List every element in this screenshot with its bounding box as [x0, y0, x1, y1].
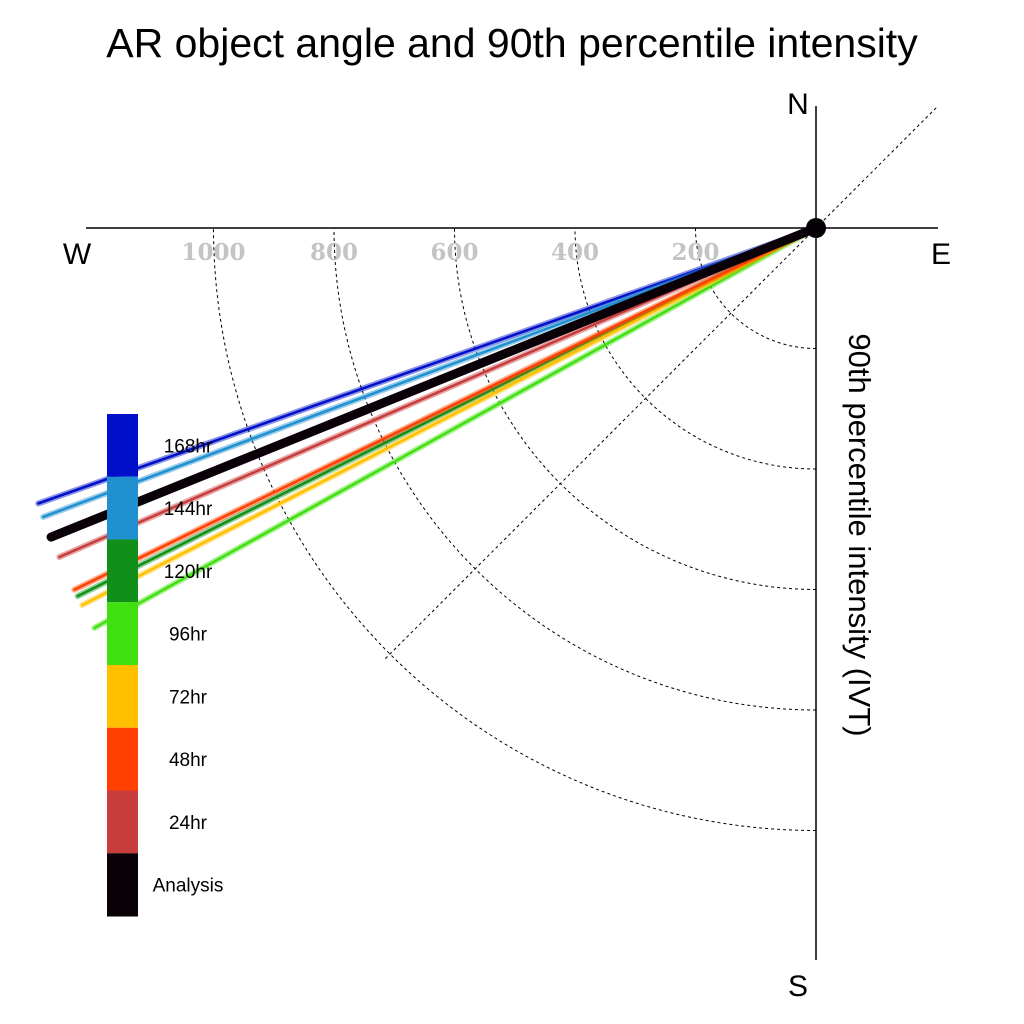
legend-label: 24hr — [169, 813, 208, 834]
grid-arc — [695, 227, 817, 349]
legend-label: 168hr — [164, 436, 213, 457]
direction-north: N — [787, 88, 809, 121]
legend-label: Analysis — [153, 876, 224, 897]
axes-layer — [86, 106, 938, 960]
vector-48hr — [73, 226, 818, 591]
vector-168hr — [37, 226, 818, 505]
grid-layer — [213, 107, 937, 831]
radial-axis-label: 90th percentile intensity (IVT) — [842, 333, 877, 736]
grid-arc — [213, 227, 817, 831]
radial-tick-label: 1000 — [181, 239, 245, 266]
vector-72hr — [80, 226, 818, 607]
radial-tick-label: 600 — [430, 239, 478, 266]
direction-west: W — [63, 238, 92, 271]
legend: 168hr 144hr 120hr 96hr 72hr 48hr 24hr Analysis — [107, 414, 224, 917]
legend-label: 144hr — [164, 499, 213, 520]
diagonal-guide-ne — [815, 107, 937, 229]
legend-label: 96hr — [169, 625, 208, 646]
vector-96hr — [93, 226, 818, 630]
radial-tick-label: 800 — [310, 239, 358, 266]
legend-swatch — [107, 727, 138, 791]
legend-swatch — [107, 476, 138, 540]
chart-title: AR object angle and 90th percentile inte… — [106, 20, 918, 66]
legend-swatch — [107, 853, 138, 916]
direction-east: E — [931, 238, 951, 271]
legend-swatch — [107, 665, 138, 728]
legend-swatch — [107, 790, 138, 854]
legend-swatch — [107, 602, 138, 665]
legend-swatch — [107, 539, 138, 603]
direction-south: S — [788, 970, 808, 1003]
radial-tick-label: 200 — [671, 239, 719, 266]
radial-tick-labels: 200 400 600 800 1000 — [181, 239, 719, 266]
legend-label: 72hr — [169, 687, 208, 708]
diagonal-guide-sw — [384, 227, 817, 660]
vector-layer — [35, 223, 821, 631]
vector-Analysis — [46, 223, 821, 542]
grid-arc — [574, 227, 817, 470]
origin-marker — [806, 218, 826, 238]
legend-label: 120hr — [164, 562, 213, 583]
legend-label: 48hr — [169, 750, 208, 771]
legend-swatch — [107, 414, 138, 477]
radial-tick-label: 400 — [551, 239, 599, 266]
